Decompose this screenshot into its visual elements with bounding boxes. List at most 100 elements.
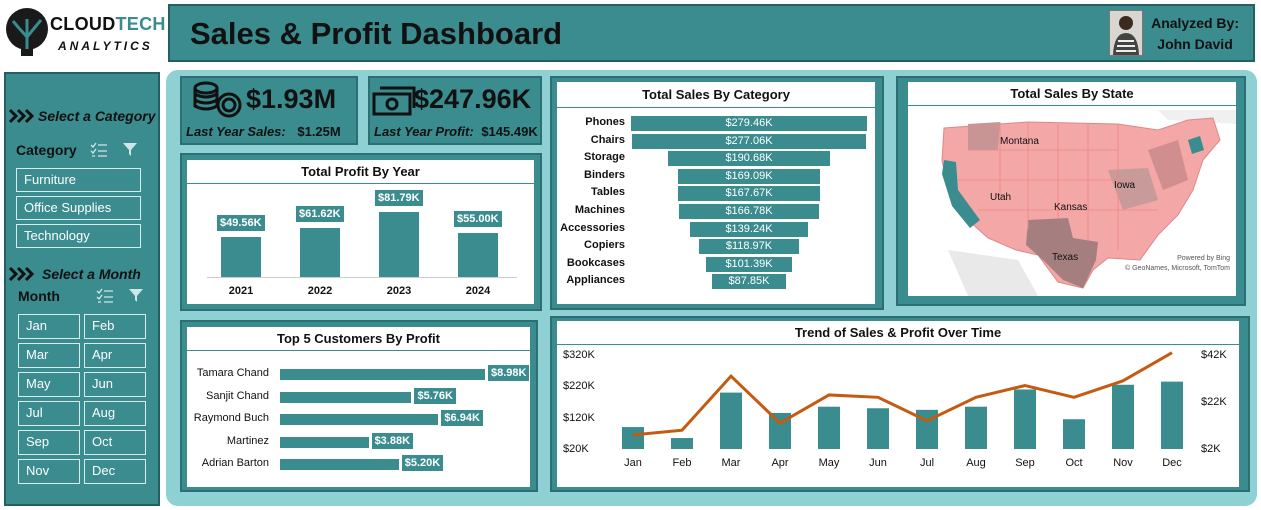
header-bar: Sales & Profit Dashboard Analyzed By: Jo…: [168, 4, 1255, 62]
kpi-profit-value: $247.96K: [414, 84, 532, 114]
slicer-month-aug[interactable]: Aug: [84, 401, 146, 426]
trend-plot: [622, 351, 1183, 449]
clear-filter-icon[interactable]: [122, 141, 138, 157]
chevrons-right-icon: [8, 108, 35, 124]
category-label: Storage: [584, 151, 625, 164]
slicer-month-nov[interactable]: Nov: [18, 459, 80, 484]
map-label-texas: Texas: [1052, 252, 1078, 263]
person-icon: [1113, 16, 1139, 55]
slicer-month-feb[interactable]: Feb: [84, 314, 146, 339]
data-label: $8.98K: [488, 365, 530, 381]
analyst-info: Analyzed By: John David: [1151, 13, 1239, 55]
sales-bar-jan: [622, 427, 644, 449]
sales-bar-may: [818, 406, 840, 449]
slicer-month-dec[interactable]: Dec: [84, 459, 146, 484]
customer-label: Martinez: [226, 434, 269, 447]
chart-title: Total Sales By State: [908, 82, 1236, 106]
chart-title: Total Profit By Year: [187, 160, 534, 184]
sales-by-state-card: Total Sales By State Montana Utah Iowa K…: [896, 76, 1246, 306]
slicer-month-oct[interactable]: Oct: [84, 430, 146, 455]
category-label: Copiers: [584, 239, 625, 252]
sales-by-category-chart: Total Sales By Category Phones $279.46K Ch…: [557, 82, 875, 304]
data-label: $166.78K: [725, 205, 773, 217]
slicer-month-jan[interactable]: Jan: [18, 314, 80, 339]
bar-customer: [280, 414, 439, 425]
sales-by-state-map[interactable]: Total Sales By State Montana Utah Iowa K…: [908, 82, 1236, 296]
sales-bar-apr: [769, 412, 791, 449]
y-left-tick: $220K: [563, 380, 595, 393]
category-section-title: Select a Category: [38, 108, 156, 124]
data-label: $5.20K: [401, 455, 444, 471]
slicer-category-technology[interactable]: Technology: [16, 224, 141, 248]
data-label: $139.24K: [725, 222, 773, 235]
avatar: [1109, 10, 1143, 56]
slicer-month-jun[interactable]: Jun: [84, 372, 146, 397]
slicer-month-jul[interactable]: Jul: [18, 401, 80, 426]
bar-bookcases: [706, 256, 792, 272]
month-section-title: Select a Month: [42, 266, 141, 282]
y-left-tick: $320K: [563, 349, 595, 361]
bar-2021: [221, 237, 261, 277]
slicer-month-apr[interactable]: Apr: [84, 343, 146, 368]
brand-logo: CLOUDTECH ANALYTICS: [0, 0, 165, 64]
slicer-category-furniture[interactable]: Furniture: [16, 168, 141, 192]
data-label: $101.39K: [725, 257, 773, 270]
customer-label: Raymond Buch: [193, 412, 269, 424]
trend-card: Trend of Sales & Profit Over Time $320K $…: [550, 316, 1250, 492]
bar-binders: [677, 168, 821, 184]
bar-customer: [280, 436, 369, 448]
bar-accessories: [690, 221, 808, 237]
x-tick-label: Mar: [721, 457, 741, 469]
customer-label: Adrian Barton: [201, 457, 269, 469]
bar-machines: [678, 204, 820, 219]
filter-sidebar: Select a Category Category Furniture Off…: [4, 72, 160, 506]
x-tick-label: Jan: [624, 457, 642, 469]
data-label: $118.97K: [725, 240, 773, 253]
sales-bar-nov: [1112, 384, 1134, 449]
bar-customer: [280, 369, 485, 380]
category-label: Binders: [584, 168, 625, 181]
x-tick-label: May: [818, 457, 840, 469]
customer-label: Tamara Chand: [196, 367, 269, 379]
x-tick-label: Dec: [1162, 457, 1182, 469]
map-label-iowa: Iowa: [1114, 180, 1136, 191]
month-slicer-title: Month: [18, 288, 60, 304]
data-label: $190.68K: [725, 152, 773, 165]
sales-bar-dec: [1161, 381, 1183, 449]
page-title: Sales & Profit Dashboard: [190, 16, 563, 51]
y-right-tick: $22K: [1201, 396, 1227, 408]
y-right-tick: $2K: [1201, 443, 1221, 455]
multi-select-icon[interactable]: [90, 142, 108, 158]
x-tick-label: Apr: [771, 457, 789, 469]
bar-2024: [458, 233, 498, 277]
sales-bar-aug: [965, 406, 987, 449]
bar-storage: [668, 151, 830, 167]
data-label: $87.85K: [728, 275, 770, 288]
clear-filter-icon[interactable]: [128, 287, 144, 303]
x-tick-label: Jul: [919, 457, 935, 469]
multi-select-icon[interactable]: [96, 288, 114, 304]
x-axis-line: [207, 277, 517, 278]
data-label: $277.06K: [725, 134, 773, 147]
data-label: $169.09K: [725, 169, 773, 182]
map-label-montana: Montana: [1000, 136, 1039, 147]
y-left-tick: $120K: [563, 411, 595, 424]
category-label: Bookcases: [566, 256, 625, 269]
kpi-profit-sub: Last Year Profit: $145.49K: [374, 124, 538, 139]
slicer-month-may[interactable]: May: [18, 372, 80, 397]
sales-bar-jun: [867, 408, 889, 449]
category-label: Appliances: [566, 274, 625, 287]
slicer-category-office-supplies[interactable]: Office Supplies: [16, 196, 141, 220]
slicer-month-sep[interactable]: Sep: [18, 430, 80, 455]
slicer-month-mar[interactable]: Mar: [18, 343, 80, 368]
bar-appliances: [711, 274, 787, 290]
data-label: $61.62K: [296, 205, 344, 222]
sales-by-category-card: Total Sales By Category Phones $279.46K Ch…: [550, 76, 884, 310]
data-label: $81.79K: [375, 189, 423, 206]
brand-name: CLOUDTECH: [50, 14, 166, 34]
x-tick-label: Jun: [869, 457, 887, 469]
sales-bar-sep: [1014, 389, 1036, 449]
bar-2023: [379, 211, 419, 277]
category-label: Machines: [574, 204, 625, 216]
cash-icon: [372, 86, 416, 116]
